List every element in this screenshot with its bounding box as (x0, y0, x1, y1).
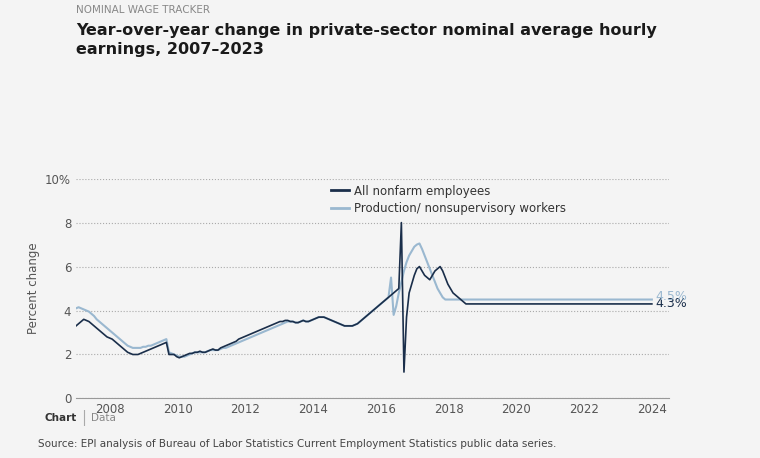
Text: Year-over-year change in private-sector nominal average hourly
earnings, 2007–20: Year-over-year change in private-sector … (76, 23, 657, 57)
Text: 4.3%: 4.3% (655, 297, 687, 311)
Text: Source: EPI analysis of Bureau of Labor Statistics Current Employment Statistics: Source: EPI analysis of Bureau of Labor … (38, 439, 556, 449)
Y-axis label: Percent change: Percent change (27, 243, 40, 334)
Text: 4.5%: 4.5% (655, 290, 687, 303)
Text: Chart: Chart (45, 413, 77, 423)
Text: NOMINAL WAGE TRACKER: NOMINAL WAGE TRACKER (76, 5, 210, 15)
Legend: All nonfarm employees, Production/ nonsupervisory workers: All nonfarm employees, Production/ nonsu… (331, 185, 566, 215)
Text: Data: Data (91, 413, 116, 423)
